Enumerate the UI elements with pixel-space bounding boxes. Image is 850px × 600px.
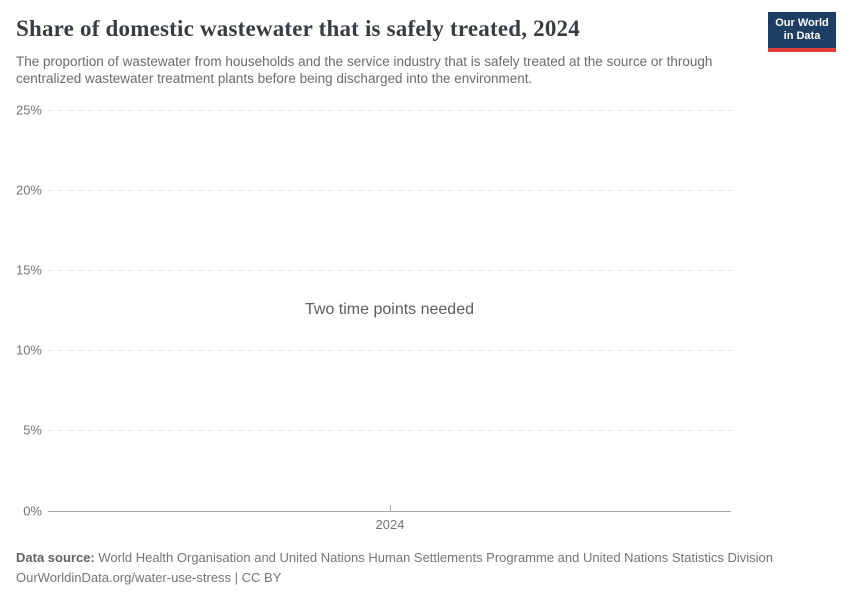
owid-logo-line1: Our World <box>775 17 829 29</box>
owid-url-license-link[interactable]: OurWorldinData.org/water-use-stress | CC… <box>16 570 282 585</box>
y-tick-label-25: 25% <box>15 102 42 118</box>
y-tick-label-5: 5% <box>23 422 42 438</box>
owid-logo[interactable]: Our World in Data <box>768 12 836 52</box>
data-source-label: Data source: <box>16 550 95 565</box>
y-gridline-10 <box>48 350 731 351</box>
y-gridline-5 <box>48 430 731 431</box>
chart-subtitle: The proportion of wastewater from househ… <box>16 54 713 86</box>
x-tick-mark-2024 <box>390 505 391 511</box>
chart-title: Share of domestic wastewater that is saf… <box>16 16 580 41</box>
x-axis-line <box>48 511 731 512</box>
data-source-line: Data source: World Health Organisation a… <box>16 548 826 568</box>
y-tick-label-20: 20% <box>15 182 42 198</box>
owid-logo-line2: in Data <box>783 30 821 42</box>
y-tick-label-15: 15% <box>15 262 42 278</box>
y-tick-label-10: 10% <box>15 342 42 358</box>
y-gridline-25 <box>48 110 731 111</box>
data-source-text: World Health Organisation and United Nat… <box>98 550 774 565</box>
chart-footer: Data source: World Health Organisation a… <box>16 548 826 588</box>
y-gridline-20 <box>48 190 731 191</box>
y-tick-label-0: 0% <box>23 503 42 519</box>
x-tick-label-2024: 2024 <box>375 517 405 532</box>
empty-state-message: Two time points needed <box>305 301 474 318</box>
y-gridline-15 <box>48 270 731 271</box>
